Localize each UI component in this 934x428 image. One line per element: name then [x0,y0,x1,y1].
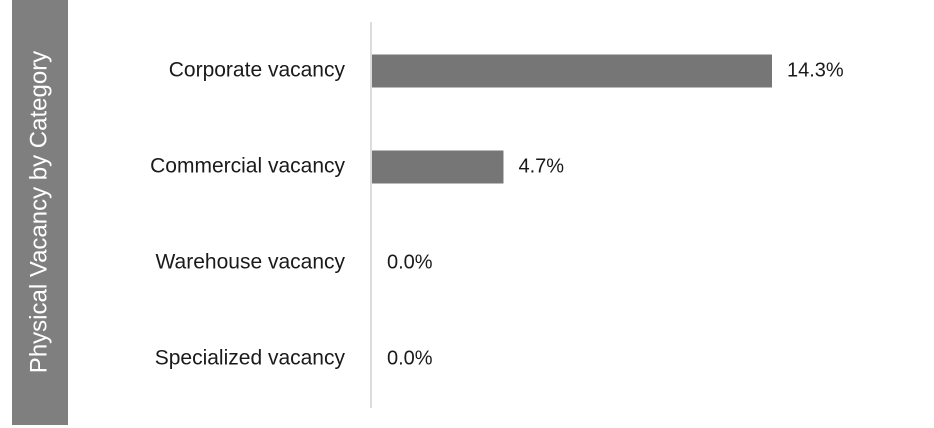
value-label: 0.0% [387,251,433,273]
category-label: Corporate vacancy [169,59,346,82]
bar [372,150,504,184]
chart-title: Physical Vacancy by Category [25,51,52,373]
title-box [12,0,68,425]
category-label: Specialized vacancy [155,347,346,370]
value-label: 14.3% [787,59,844,81]
category-label: Commercial vacancy [150,155,345,178]
value-label: 4.7% [518,155,564,177]
value-label: 0.0% [387,347,433,369]
bar [372,54,772,88]
category-label: Warehouse vacancy [156,251,346,274]
